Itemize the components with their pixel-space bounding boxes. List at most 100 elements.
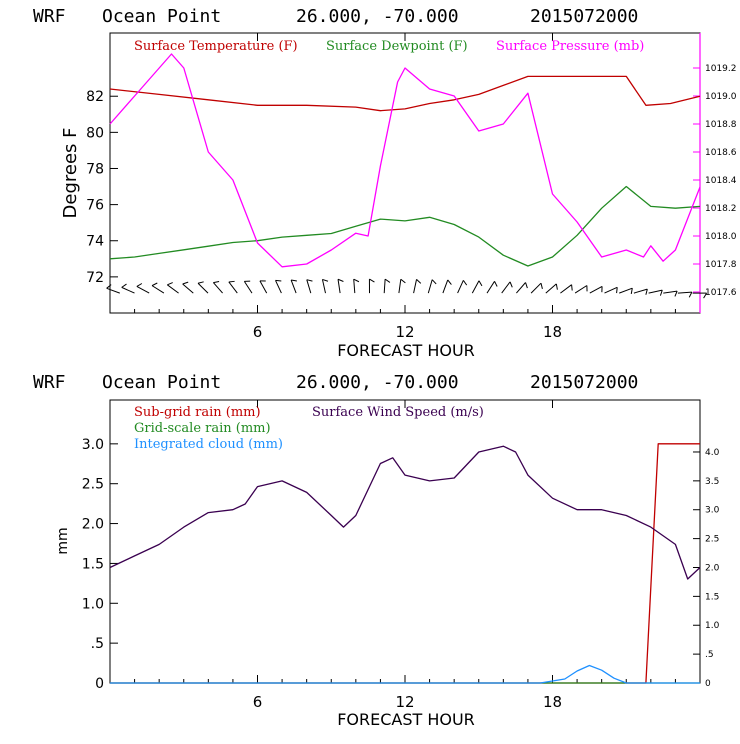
chart2-y2-tick-label: 3.5	[705, 477, 719, 487]
chart1-x-tick-label: 18	[543, 323, 562, 341]
chart1-y-tick-label: 76	[86, 198, 104, 214]
wind-barb-shaft	[213, 283, 222, 294]
chart2-y-tick-label: 0	[95, 676, 104, 692]
wind-barb-shaft	[338, 279, 340, 293]
wind-barb	[663, 291, 678, 298]
wind-barb-flag	[400, 279, 405, 283]
wind-barb-shaft	[575, 286, 587, 294]
chart1-y-axis-label: Degrees F	[60, 128, 81, 219]
wind-barb	[244, 279, 256, 293]
chart2-y-tick-label: 3.0	[82, 437, 104, 453]
wind-barb	[649, 290, 664, 298]
chart2-y2-tick-label: 1.5	[705, 592, 719, 602]
wind-barb-shaft	[678, 292, 692, 293]
wind-barb	[502, 282, 514, 296]
wind-barb-shaft	[107, 288, 120, 293]
wind-barb	[152, 281, 167, 293]
wind-barb	[338, 279, 345, 294]
wind-barb	[322, 278, 330, 293]
chart1-header-date: 2015072000	[530, 6, 638, 27]
chart1-y2-tick-label: 1019.2	[705, 64, 737, 74]
wind-barb-flag	[689, 292, 692, 297]
chart1-y2-tick-label: 1018.8	[705, 120, 737, 130]
chart2-header-date: 2015072000	[530, 372, 638, 393]
chart2-y-axis: 0.51.01.52.02.53.0	[82, 437, 118, 692]
wind-barb	[183, 280, 197, 293]
wind-barb-shaft	[244, 281, 252, 293]
chart1-y2-tick-label: 1018.0	[705, 232, 737, 242]
chart2-header-coords: 26.000, -70.000	[296, 372, 459, 393]
wind-barb	[260, 278, 271, 293]
wind-barb	[354, 279, 360, 293]
wind-barb	[472, 281, 483, 296]
chart1-y2-tick-label: 1019.0	[705, 92, 737, 102]
wind-barb-shaft	[605, 287, 618, 293]
wind-barb	[137, 282, 152, 293]
chart1-x-tick-label: 6	[253, 323, 263, 341]
wind-barb	[575, 286, 589, 298]
wind-barb-shaft	[183, 284, 194, 293]
wind-barb	[107, 284, 122, 293]
chart1-header-coords: 26.000, -70.000	[296, 6, 459, 27]
wind-barb-shaft	[619, 288, 632, 293]
wind-barb-shaft	[198, 283, 208, 293]
chart1-y2-tick-label: 1018.6	[705, 148, 737, 158]
chart1-y2-tick-label: 1018.4	[705, 176, 737, 186]
wind-barb	[546, 284, 560, 297]
chart2-y-axis-label: mm	[55, 527, 71, 554]
chart1-wind-barbs	[107, 278, 707, 298]
wind-barb-shaft	[634, 289, 647, 293]
wind-barb	[369, 279, 374, 293]
wind-barb	[619, 288, 634, 298]
wind-barb	[560, 285, 574, 297]
chart2-legend-integrated-cloud: Integrated cloud (mm)	[134, 437, 283, 452]
chart2-y2-tick-label: 1.0	[705, 621, 720, 631]
chart1-plot-frame	[110, 33, 700, 313]
chart2-series-sub-grid-rain	[110, 444, 700, 683]
wind-barb-shaft	[152, 286, 164, 293]
chart1-y2-tick-label: 1018.2	[705, 204, 737, 214]
wind-barb	[634, 289, 649, 298]
chart2-series-group	[110, 444, 700, 683]
chart1-y-tick-label: 80	[86, 125, 104, 141]
chart2-y-tick-label: 1.0	[82, 596, 104, 612]
wind-barb	[605, 287, 620, 297]
wind-barb-shaft	[137, 286, 149, 293]
wind-barb-shaft	[546, 284, 557, 293]
chart1-legend-temperature: Surface Temperature (F)	[134, 39, 298, 54]
chart2-y-tick-label: 1.5	[82, 556, 104, 572]
chart1-legend-dewpoint: Surface Dewpoint (F)	[326, 39, 468, 54]
wind-barb-shaft	[260, 281, 267, 293]
wind-barb-shaft	[291, 280, 296, 293]
wind-barb-flag	[416, 279, 422, 283]
wind-barb	[384, 279, 390, 293]
chart2-y2-tick-label: 2.0	[705, 563, 720, 573]
chart1-x-axis-label: FORECAST HOUR	[337, 341, 475, 360]
chart2-legend-subgrid-rain: Sub-grid rain (mm)	[134, 405, 261, 420]
chart2-y2-tick-label: 4.0	[705, 448, 720, 458]
wind-barb-shaft	[122, 287, 135, 293]
wind-barb-shaft	[590, 286, 602, 293]
wind-barb-flag	[385, 279, 390, 282]
wind-barb	[198, 280, 211, 293]
chart1-y2-tick-label: 1017.8	[705, 260, 737, 270]
chart2-header-location: Ocean Point	[102, 372, 221, 393]
wind-barb-shaft	[663, 291, 677, 293]
wind-barb	[590, 286, 605, 297]
chart2-x-axis-label: FORECAST HOUR	[337, 710, 475, 729]
chart1-series-surface-temperature	[110, 76, 700, 110]
wind-barb	[276, 278, 286, 293]
wind-barb	[443, 280, 453, 295]
chart1-y-tick-label: 82	[86, 89, 104, 105]
wind-barb	[213, 279, 226, 293]
wind-barb-shaft	[276, 280, 282, 293]
chart1-legend-pressure: Surface Pressure (mb)	[496, 39, 644, 54]
chart2-y-tick-label: 2.0	[82, 517, 104, 533]
wind-barb-shaft	[516, 283, 525, 294]
chart1-y2-tick-label: 1017.6	[705, 288, 737, 298]
wind-barb-shaft	[354, 279, 355, 293]
wind-barb	[516, 283, 529, 297]
